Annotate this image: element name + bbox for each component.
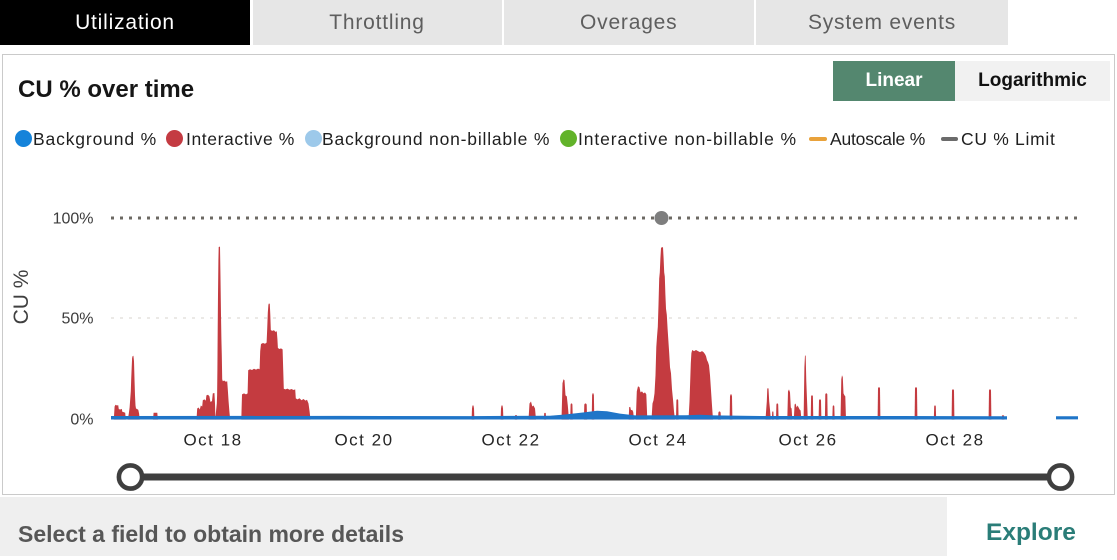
svg-text:Oct 24: Oct 24: [628, 431, 687, 450]
svg-text:0%: 0%: [70, 412, 93, 429]
svg-text:Oct 22: Oct 22: [481, 431, 540, 450]
svg-text:100%: 100%: [53, 211, 94, 228]
svg-text:CU %: CU %: [10, 270, 33, 325]
svg-text:Oct 18: Oct 18: [183, 431, 242, 450]
svg-text:Oct 28: Oct 28: [925, 431, 984, 450]
svg-text:50%: 50%: [61, 311, 93, 328]
svg-text:Oct 26: Oct 26: [778, 431, 837, 450]
svg-text:Oct 20: Oct 20: [334, 431, 393, 450]
